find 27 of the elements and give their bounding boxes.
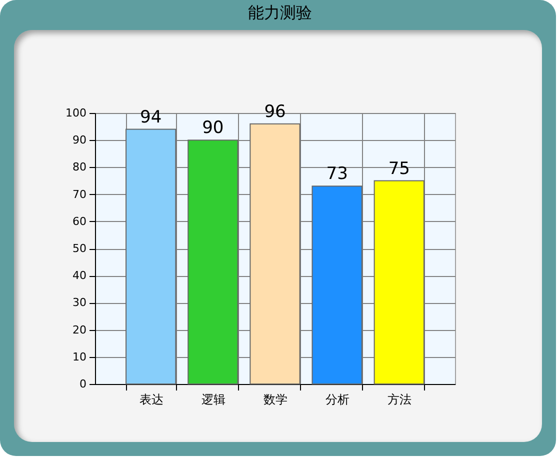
data-label: 75 [388,158,410,179]
bar [374,180,424,384]
bar [188,140,238,384]
data-label: 73 [326,164,348,184]
y-tick-label: 90 [72,134,86,147]
y-tick-label: 60 [72,214,86,228]
bar [126,128,176,384]
y-tick-label: 0 [80,378,86,390]
y-tick-label: 10 [72,350,86,364]
y-tick-label: 40 [72,269,86,282]
data-label: 90 [202,118,224,138]
y-tick-label: 50 [72,242,86,255]
data-label: 94 [140,107,162,128]
data-label: 96 [264,102,286,122]
bar [312,186,362,384]
y-tick-label: 70 [72,188,86,201]
y-tick-label: 30 [72,296,86,310]
y-tick-label: 20 [72,323,86,336]
x-tick-label: 方法 [388,392,412,406]
x-tick-label: 逻辑 [201,392,226,406]
y-tick-label: 100 [66,106,86,120]
y-tick-label: 80 [72,160,86,174]
x-tick-label: 数学 [264,392,288,406]
x-tick-label: 分析 [326,392,350,406]
x-tick-label: 表达 [139,392,164,406]
bar [250,123,300,384]
chart-title: 能力测验 [248,2,312,22]
